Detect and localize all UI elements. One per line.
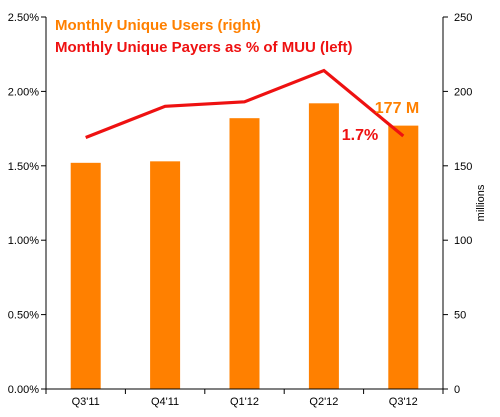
right-tick-label: 100 <box>454 235 472 247</box>
right-tick-label: 150 <box>454 161 472 173</box>
x-tick-label: Q4'11 <box>151 396 179 408</box>
right-tick-label: 0 <box>454 384 460 396</box>
x-tick-label: Q1'12 <box>230 396 259 408</box>
text-group: 0.00% 0.50% 1.00% 1.50% 2.00% 2.50% 0 50 100 150 2… <box>8 12 487 408</box>
bar-3 <box>229 118 260 390</box>
x-tick-label: Q2'12 <box>309 396 338 408</box>
left-tick-label: 2.00% <box>8 86 39 98</box>
left-tick-label: 1.50% <box>8 161 39 173</box>
left-tick-label: 1.00% <box>8 235 39 247</box>
left-tick-label: 0.00% <box>8 384 39 396</box>
left-tick-label: 2.50% <box>8 12 39 24</box>
annotation-177m: 177 M <box>375 100 419 117</box>
line-group <box>85 68 405 140</box>
x-tick-label: Q3'12 <box>389 396 418 408</box>
right-tick-label: 200 <box>454 86 472 98</box>
legend-payers: Monthly Unique Payers as % of MUU (left) <box>55 39 353 56</box>
right-tick-label: 250 <box>454 12 472 24</box>
bar-2 <box>150 161 181 389</box>
right-tick-label: 50 <box>454 310 466 322</box>
left-tick-label: 0.50% <box>8 310 39 322</box>
right-axis-label: millions <box>475 184 487 221</box>
bar-4 <box>308 103 339 389</box>
annotation-1-7-percent: 1.7% <box>342 127 378 144</box>
bar-1 <box>70 162 101 389</box>
legend-users: Monthly Unique Users (right) <box>55 17 261 34</box>
axes-group <box>41 16 448 394</box>
bars-group <box>70 103 419 390</box>
x-tick-label: Q3'11 <box>72 396 100 408</box>
bar-5 <box>388 125 419 390</box>
